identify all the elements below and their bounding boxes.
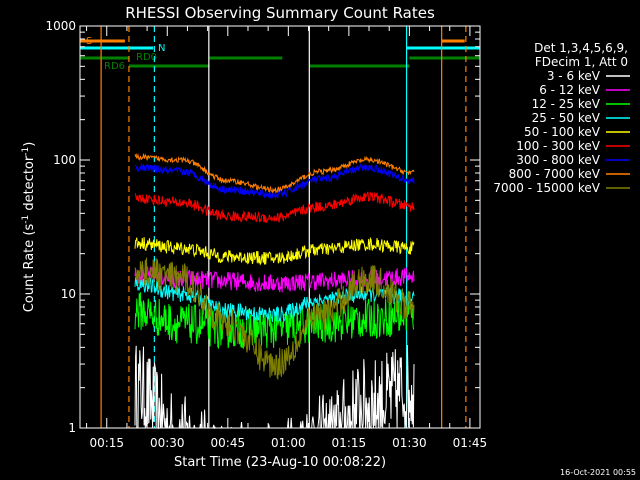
series-line [134, 191, 415, 223]
y-label-mid: detector [22, 155, 37, 215]
x-tick-label: 01:15 [332, 436, 367, 450]
segment-markers [100, 26, 467, 428]
y-axis-ticks: 1 10 100 1000 [45, 19, 480, 435]
series-line [134, 292, 415, 350]
x-tick-label: 00:15 [89, 436, 124, 450]
legend-entry-label: 3 - 6 keV [547, 69, 601, 83]
y-label-sup2: -1 [21, 147, 31, 156]
flag-label: RD0 [136, 52, 157, 63]
y-tick-label: 1 [68, 421, 76, 435]
x-tick-label: 00:30 [150, 436, 185, 450]
chart-title: RHESSI Observing Summary Count Rates [125, 4, 435, 22]
legend-entry-label: 25 - 50 keV [532, 111, 601, 125]
y-label-main: Count Rate (s [22, 224, 37, 313]
timestamp: 16-Oct-2021 00:55 [560, 468, 636, 477]
y-tick-label: 10 [61, 287, 76, 301]
legend-entry-label: 300 - 800 keV [516, 153, 600, 167]
flag-label: RD6 [104, 61, 125, 72]
x-tick-label: 01:45 [453, 436, 488, 450]
legend-header-2: FDecim 1, Att 0 [535, 55, 628, 69]
legend-entry-label: 7000 - 15000 keV [493, 181, 600, 195]
x-tick-label: 01:00 [271, 436, 306, 450]
plot-frame [79, 25, 481, 429]
legend-entry-label: 800 - 7000 keV [509, 167, 601, 181]
y-label-end: ) [22, 142, 37, 147]
legend-header-1: Det 1,3,4,5,6,9, [534, 41, 628, 55]
series-line [134, 162, 415, 200]
series-line [134, 236, 415, 266]
x-axis-label: Start Time (23-Aug-10 00:08:22) [174, 455, 386, 470]
y-tick-label: 1000 [45, 19, 76, 33]
legend-entry-label: 12 - 25 keV [532, 97, 601, 111]
series-line [134, 277, 415, 323]
legend: Det 1,3,4,5,6,9, FDecim 1, Att 0 3 - 6 k… [493, 41, 630, 195]
series-line [134, 152, 415, 194]
y-tick-label: 100 [53, 153, 76, 167]
series-group [134, 152, 415, 430]
x-axis-ticks: 00:15 00:30 00:45 01:00 01:15 01:30 01:45 [86, 26, 488, 450]
x-tick-label: 01:30 [392, 436, 427, 450]
series-line [134, 257, 415, 381]
y-label-sup1: -1 [21, 215, 31, 224]
flag-label: S [86, 36, 92, 47]
legend-entry-label: 50 - 100 keV [524, 125, 601, 139]
flag-label: N [158, 43, 165, 54]
legend-entry-label: 6 - 12 keV [539, 83, 601, 97]
y-axis-label: Count Rate (s-1 detector-1) [21, 142, 37, 313]
x-tick-label: 00:45 [211, 436, 246, 450]
legend-entry-label: 100 - 300 keV [516, 139, 600, 153]
